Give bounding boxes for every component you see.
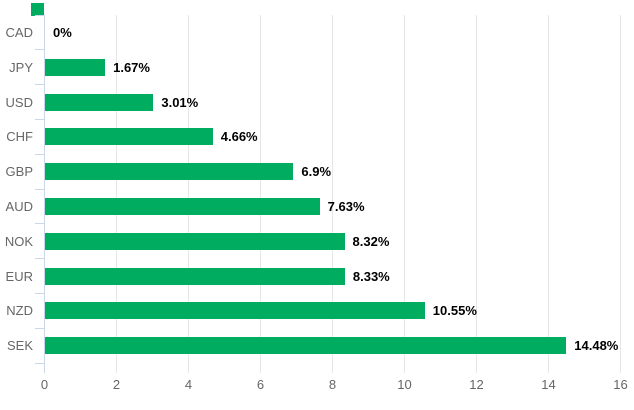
x-tick-label: 0 bbox=[40, 377, 49, 392]
axis-zero-line bbox=[44, 15, 45, 373]
y-axis-tick bbox=[34, 258, 45, 260]
category-label: SEK bbox=[6, 338, 33, 354]
value-label: 10.55% bbox=[432, 303, 477, 319]
x-tick-label: 4 bbox=[184, 377, 193, 392]
value-label: 3.01% bbox=[161, 94, 199, 110]
x-tick-label: 16 bbox=[613, 377, 628, 392]
value-label: 1.67% bbox=[113, 59, 150, 75]
bar-nok[interactable] bbox=[45, 232, 345, 250]
series-color-swatch bbox=[31, 3, 44, 16]
y-axis-tick bbox=[34, 292, 45, 294]
y-axis-tick bbox=[34, 327, 45, 329]
x-gridline bbox=[332, 15, 333, 373]
value-label: 7.63% bbox=[327, 198, 365, 214]
x-gridline bbox=[188, 15, 189, 373]
value-label: 0% bbox=[53, 24, 72, 40]
x-tick-label: 6 bbox=[256, 377, 265, 392]
category-label: NZD bbox=[6, 303, 33, 319]
x-tick-label: 12 bbox=[469, 377, 484, 392]
y-axis-tick bbox=[34, 14, 45, 16]
category-label: AUD bbox=[5, 198, 33, 214]
category-label: NOK bbox=[4, 233, 33, 249]
bar-eur[interactable] bbox=[45, 267, 345, 285]
x-tick-label: 8 bbox=[328, 377, 337, 392]
bar-gbp[interactable] bbox=[45, 163, 294, 181]
value-label: 14.48% bbox=[574, 338, 619, 354]
y-axis-tick bbox=[34, 223, 45, 225]
x-gridline bbox=[404, 15, 405, 373]
bar-chf[interactable] bbox=[45, 128, 213, 146]
value-label: 8.33% bbox=[352, 268, 390, 284]
category-label: USD bbox=[5, 94, 33, 110]
bar-aud[interactable] bbox=[45, 197, 320, 215]
category-label: JPY bbox=[9, 59, 33, 75]
y-axis-tick bbox=[34, 118, 45, 120]
x-gridline bbox=[548, 15, 549, 373]
value-label: 6.9% bbox=[301, 164, 332, 180]
y-axis-tick bbox=[34, 362, 45, 364]
bar-jpy[interactable] bbox=[45, 58, 106, 76]
y-axis-tick bbox=[34, 153, 45, 155]
category-label: CAD bbox=[5, 24, 33, 40]
category-label: GBP bbox=[5, 164, 33, 180]
x-tick-label: 2 bbox=[112, 377, 121, 392]
x-gridline bbox=[620, 15, 621, 373]
x-tick-label: 14 bbox=[541, 377, 556, 392]
y-axis-tick bbox=[34, 84, 45, 86]
x-tick-label: 10 bbox=[397, 377, 412, 392]
y-axis-tick bbox=[34, 49, 45, 51]
bar-nzd[interactable] bbox=[45, 302, 425, 320]
x-gridline bbox=[260, 15, 261, 373]
value-label: 8.32% bbox=[352, 233, 390, 249]
category-label: CHF bbox=[6, 129, 33, 145]
bar-usd[interactable] bbox=[45, 93, 154, 111]
bar-sek[interactable] bbox=[45, 337, 567, 355]
x-gridline bbox=[476, 15, 477, 373]
y-axis-tick bbox=[34, 188, 45, 190]
value-label: 4.66% bbox=[220, 129, 258, 145]
category-label: EUR bbox=[5, 268, 33, 284]
x-gridline bbox=[116, 15, 117, 373]
